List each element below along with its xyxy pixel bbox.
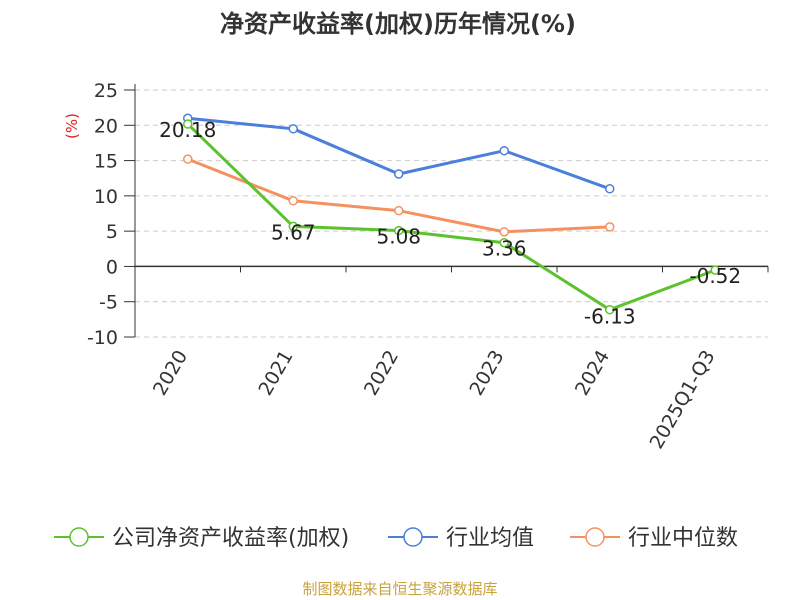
data-point <box>499 227 509 237</box>
data-point <box>605 304 615 315</box>
data-label: -6.13 <box>584 305 636 329</box>
data-point <box>183 119 193 129</box>
legend-marker <box>69 527 89 547</box>
source-note: 制图数据来自恒生聚源数据库 <box>302 580 497 598</box>
legend: 公司净资产收益率(加权) 行业均值 行业中位数 <box>54 526 738 551</box>
legend-item: 行业均值 <box>388 526 534 551</box>
legend-label: 行业中位数 <box>628 526 738 551</box>
data-point <box>394 169 404 179</box>
y-axis: 25 20 15 10 5 0 -5 -10 <box>87 80 136 349</box>
data-labels: 20.18 5.67 5.08 3.36 -6.13 -0.52 <box>159 118 741 329</box>
x-tick-label: 2021 <box>254 347 297 400</box>
legend-label: 行业均值 <box>446 526 534 551</box>
data-point <box>288 221 298 232</box>
y-tick-label: 20 <box>94 115 118 137</box>
x-tick-label: 2023 <box>465 347 508 400</box>
legend-item: 公司净资产收益率(加权) <box>54 526 349 551</box>
data-point <box>499 237 509 248</box>
series-lines <box>183 113 720 315</box>
series-line <box>186 122 716 312</box>
data-point <box>499 145 509 156</box>
chart-title: 净资产收益率(加权)历年情况(%) <box>220 10 576 38</box>
y-tick-label: 0 <box>106 256 118 278</box>
y-tick-label: 25 <box>94 80 118 102</box>
data-point <box>288 124 298 134</box>
y-tick-label: 5 <box>106 221 118 243</box>
data-label: 5.08 <box>376 225 421 249</box>
data-label: 3.36 <box>482 237 527 261</box>
y-axis-label: (%) <box>63 113 81 139</box>
x-tick-label: 2024 <box>571 347 614 400</box>
gridlines <box>135 89 768 338</box>
legend-item: 行业中位数 <box>570 526 738 551</box>
legend-marker <box>403 527 423 547</box>
y-tick-label: -10 <box>87 327 118 349</box>
data-point <box>288 196 298 206</box>
x-tick-label: 2020 <box>149 347 192 400</box>
y-tick-label: -5 <box>99 292 118 314</box>
data-label: 5.67 <box>271 220 316 244</box>
y-tick-label: 10 <box>94 186 118 208</box>
data-point <box>394 225 404 236</box>
data-label: 20.18 <box>159 118 216 142</box>
legend-label: 公司净资产收益率(加权) <box>112 526 349 551</box>
data-point <box>394 205 404 216</box>
y-tick-label: 15 <box>94 151 118 173</box>
legend-marker <box>585 527 605 547</box>
data-point <box>605 222 615 232</box>
data-point <box>183 154 193 164</box>
x-tick-label: 2025Q1-Q3 <box>646 347 720 453</box>
x-axis: 2020 2021 2022 2023 2024 2025Q1-Q3 <box>134 265 769 453</box>
x-tick-label: 2022 <box>360 347 403 400</box>
data-point <box>605 184 615 194</box>
data-point <box>710 265 720 275</box>
data-label: -0.52 <box>689 264 741 288</box>
